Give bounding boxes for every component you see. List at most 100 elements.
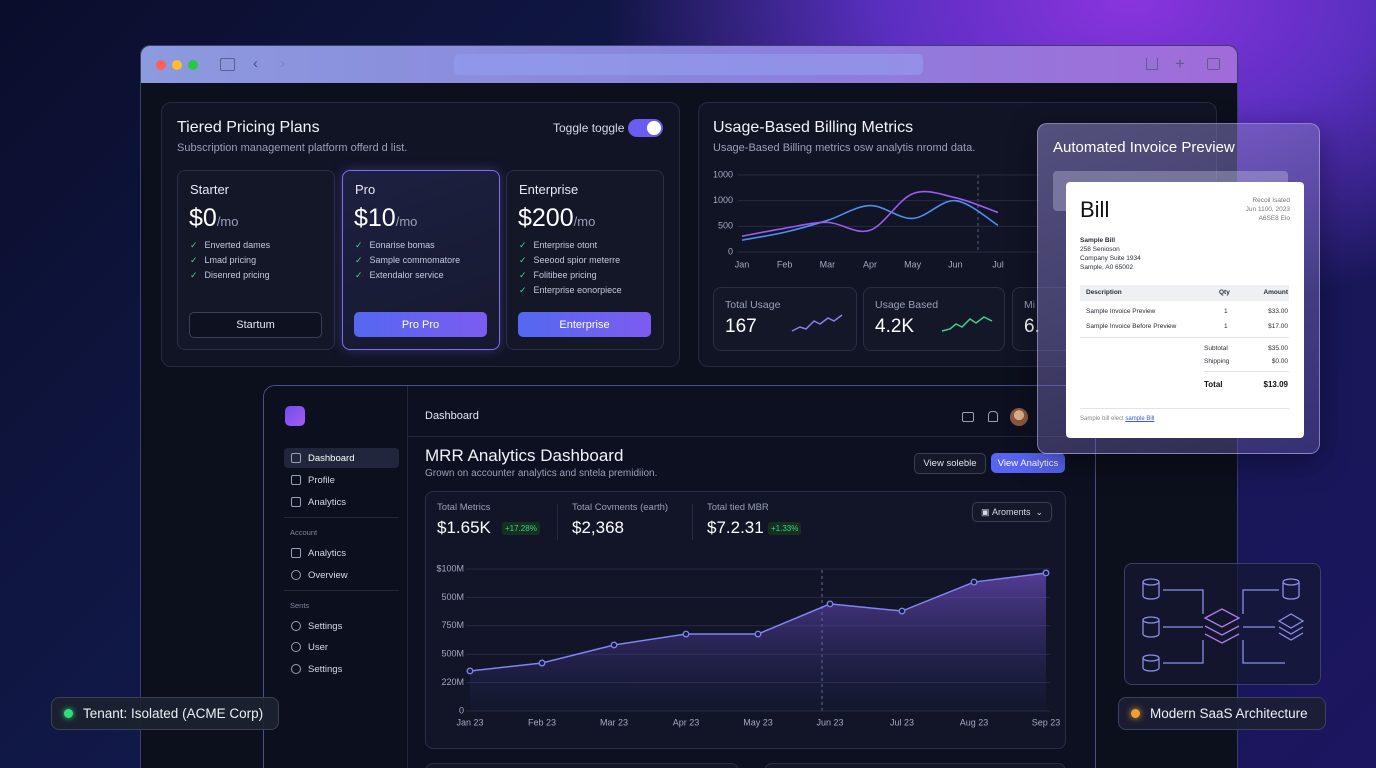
feature: Folitibee pricing: [519, 270, 597, 281]
tabs-button[interactable]: [1207, 58, 1220, 70]
price: $0: [189, 204, 217, 232]
sparkline: [791, 314, 843, 332]
address: Company Suite 1934: [1080, 255, 1141, 262]
logo: [285, 406, 305, 426]
feature: Sample commomatore: [355, 255, 461, 266]
feature: Enverted dames: [190, 240, 271, 251]
close-button[interactable]: [156, 60, 166, 70]
architecture-badge: Modern SaaS Architecture: [1118, 697, 1326, 730]
stat-value: 167: [725, 316, 757, 337]
plan-button[interactable]: Pro Pro: [354, 312, 487, 337]
message-icon[interactable]: [962, 412, 974, 422]
total-label: Total: [1204, 380, 1223, 389]
primary-button[interactable]: View Analytics: [991, 453, 1065, 473]
plan-card: Enterprise $200/mo Enterprise otont Seeo…: [506, 170, 664, 350]
stat-value: 6.: [1024, 316, 1040, 337]
nav-item[interactable]: User: [308, 642, 329, 653]
metric-change: +17.28%: [502, 522, 540, 536]
cell: Sample Invoice Before Preview: [1086, 323, 1177, 330]
bell-icon[interactable]: [988, 411, 998, 422]
plan-name: Pro: [355, 182, 376, 197]
meta: A6SE8 Elo: [1258, 215, 1290, 222]
metric-change: +1.33%: [768, 522, 802, 536]
period: /mo: [395, 214, 418, 229]
divider: [692, 504, 693, 540]
bottom-card: [764, 763, 1066, 768]
stat-value: 4.2K: [875, 316, 915, 337]
dashboard-window: Dashboard Profile Analytics Account Anal…: [263, 385, 1096, 768]
nav-icon: [291, 548, 301, 558]
pricing-panel: Tiered Pricing Plans Subscription manage…: [161, 102, 680, 367]
period: /mo: [216, 214, 239, 229]
metric-label: Total tied MBR: [707, 502, 769, 513]
metric-label: Total Covments (earth): [572, 502, 669, 513]
toggle-label: Toggle toggle: [553, 121, 625, 135]
secondary-button[interactable]: View soleble: [914, 453, 986, 474]
footer-link[interactable]: sample Bill: [1125, 416, 1155, 422]
stat-card: Total Usage 167: [713, 287, 857, 351]
stat-label: Mi: [1024, 299, 1036, 311]
table-header: [1080, 285, 1289, 301]
meta: Recoil Isated: [1252, 197, 1290, 204]
nav-item[interactable]: Analytics: [308, 497, 347, 508]
architecture-label: Modern SaaS Architecture: [1150, 706, 1308, 721]
nav-item[interactable]: Dashboard: [308, 453, 355, 464]
feature: Lmad pricing: [190, 255, 257, 266]
nav-heading: Account: [290, 528, 318, 537]
pricing-title: Tiered Pricing Plans: [177, 119, 320, 136]
plan-card: Starter $0/mo Enverted dames Lmad pricin…: [177, 170, 335, 350]
new-tab-button[interactable]: +: [1175, 54, 1185, 73]
sparkline: [941, 316, 993, 332]
status-dot: [64, 709, 73, 718]
footer: Sample bill elect sample Bill: [1080, 416, 1154, 422]
minimize-button[interactable]: [172, 60, 182, 70]
back-button[interactable]: ‹: [253, 55, 258, 72]
nav-icon: [291, 497, 301, 507]
invoice-panel: Automated Invoice Preview Bill Recoil Is…: [1037, 123, 1320, 454]
plan-card: Pro $10/mo Eonarise bomas Sample commoma…: [342, 170, 500, 350]
plan-button[interactable]: Startum: [189, 312, 322, 338]
nav-icon: [291, 621, 301, 631]
maximize-button[interactable]: [188, 60, 198, 70]
plan-button[interactable]: Enterprise: [518, 312, 651, 337]
separator: [284, 517, 399, 518]
dropdown[interactable]: ▣ Aroments ⌄: [972, 502, 1052, 522]
metric-value: $1.65K: [437, 518, 491, 537]
forward-button[interactable]: ›: [280, 55, 285, 72]
cell: 1: [1224, 308, 1228, 315]
feature: Eonarise bomas: [355, 240, 435, 251]
toggle-knob: [647, 121, 661, 135]
cell: $33.00: [1268, 308, 1288, 315]
metrics-card: Total Metrics $1.65K +17.28% Total Covme…: [425, 491, 1066, 749]
bottom-card: [425, 763, 739, 768]
total-label: Subtotal: [1204, 345, 1228, 352]
address: Sample Bill: [1080, 237, 1116, 244]
metric-value: $7.2.31: [707, 518, 764, 537]
plan-price: $0/mo: [189, 204, 238, 233]
sidebar-button[interactable]: [220, 58, 235, 71]
nav-item[interactable]: Overview: [308, 570, 348, 581]
stat-label: Total Usage: [725, 299, 781, 311]
usage-subtitle: Usage-Based Billing metrics osw analytis…: [713, 142, 976, 154]
nav-item[interactable]: Settings: [308, 621, 343, 632]
tenant-badge: Tenant: Isolated (ACME Corp): [51, 697, 279, 730]
nav-item[interactable]: Profile: [308, 475, 335, 486]
plan-price: $200/mo: [518, 204, 595, 233]
share-button[interactable]: [1146, 58, 1158, 70]
nav-item[interactable]: Analytics: [308, 548, 347, 559]
cell: $17.00: [1268, 323, 1288, 330]
nav-icon: [291, 642, 301, 652]
column-header: Qty: [1219, 289, 1230, 296]
address-bar[interactable]: [454, 54, 923, 75]
header-border: [407, 436, 1095, 437]
avatar[interactable]: [1010, 408, 1028, 426]
separator: [284, 590, 399, 591]
plan-name: Enterprise: [519, 182, 579, 197]
toggle-switch[interactable]: [628, 119, 663, 137]
total-value: $13.09: [1263, 380, 1288, 389]
nav-item[interactable]: Settings: [308, 664, 343, 675]
plan-name: Starter: [190, 182, 230, 197]
feature: Enterprise eonorpiece: [519, 285, 622, 296]
nav-heading: Sents: [290, 601, 310, 610]
